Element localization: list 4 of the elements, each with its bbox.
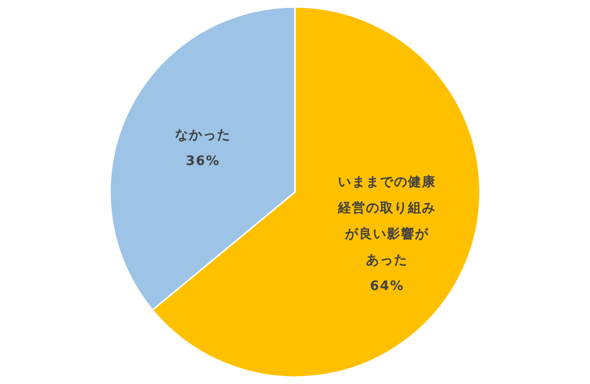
data-label: 64%: [369, 278, 406, 296]
slice-label: なかった: [174, 126, 232, 145]
slice-label: いままでの健康経営の取り組みが良い影響があった: [336, 174, 438, 270]
data-label: 36%: [184, 152, 221, 171]
